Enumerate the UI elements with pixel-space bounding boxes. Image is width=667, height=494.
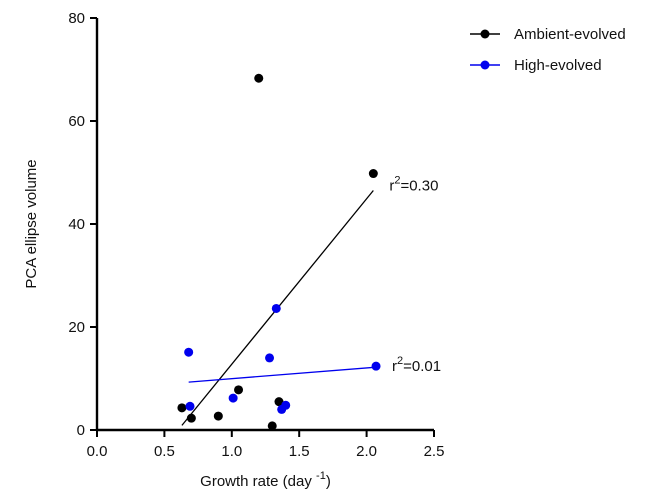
- r2-label-high: r2=0.01: [392, 355, 441, 375]
- data-point-high: [228, 393, 238, 403]
- r2-label-ambient: r2=0.30: [389, 175, 438, 195]
- data-point-high: [371, 361, 381, 371]
- data-point-high: [271, 303, 281, 313]
- y-tick-label: 0: [77, 422, 85, 439]
- data-point-ambient: [234, 385, 244, 395]
- data-points: [177, 73, 381, 431]
- y-tick-label: 40: [68, 216, 85, 233]
- axes: 0.0 0.5 1.0 1.5 2.0 2.5 0 20 40 60 80 Growth rate (…: [23, 10, 444, 490]
- y-axis-title: PCA ellipse volume: [23, 159, 40, 288]
- data-point-ambient: [274, 397, 284, 407]
- x-tick-label: 0.0: [87, 443, 108, 460]
- data-point-ambient: [267, 421, 277, 431]
- fit-line-high: [188, 366, 377, 383]
- x-tick-label: 2.5: [424, 443, 445, 460]
- x-tick-label: 2.0: [356, 443, 377, 460]
- legend-label-ambient: Ambient-evolved: [514, 26, 626, 43]
- legend: Ambient-evolved High-evolved: [470, 26, 626, 74]
- legend-marker-ambient: [480, 29, 490, 39]
- y-tick-label: 20: [68, 319, 85, 336]
- x-axis-title: Growth rate (day -1): [200, 470, 331, 490]
- y-tick-label: 80: [68, 10, 85, 27]
- x-tick-label: 1.0: [221, 443, 242, 460]
- legend-label-high: High-evolved: [514, 57, 602, 74]
- data-point-ambient: [368, 169, 378, 179]
- data-point-ambient: [177, 403, 187, 413]
- data-point-high: [184, 347, 194, 357]
- data-point-ambient: [213, 411, 223, 421]
- fit-annotations: r2=0.30 r2=0.01: [389, 175, 441, 376]
- y-tick-label: 60: [68, 113, 85, 130]
- x-tick-label: 0.5: [154, 443, 175, 460]
- data-point-ambient: [186, 413, 196, 423]
- data-point-high: [281, 400, 291, 410]
- x-tick-label: 1.5: [289, 443, 310, 460]
- legend-marker-high: [480, 60, 490, 70]
- data-point-high: [265, 353, 275, 363]
- data-point-ambient: [254, 73, 264, 83]
- data-point-high: [185, 401, 195, 411]
